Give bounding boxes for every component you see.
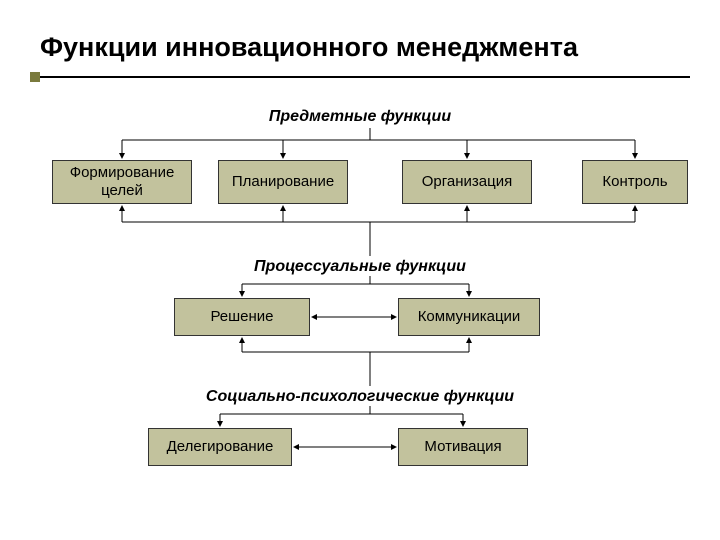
section3-label: Социально-психологические функции: [0, 388, 720, 406]
box-planning: Планирование: [218, 160, 348, 204]
page-title: Функции инновационного менеджмента: [40, 32, 578, 63]
title-accent-square: [30, 72, 40, 82]
title-underline: [30, 76, 690, 78]
box-communications: Коммуникации: [398, 298, 540, 336]
box-delegation: Делегирование: [148, 428, 292, 466]
box-decision: Решение: [174, 298, 310, 336]
section2-label: Процессуальные функции: [0, 258, 720, 276]
box-control: Контроль: [582, 160, 688, 204]
section1-label: Предметные функции: [0, 108, 720, 126]
box-goals-forming: Формирование целей: [52, 160, 192, 204]
box-organization: Организация: [402, 160, 532, 204]
box-motivation: Мотивация: [398, 428, 528, 466]
